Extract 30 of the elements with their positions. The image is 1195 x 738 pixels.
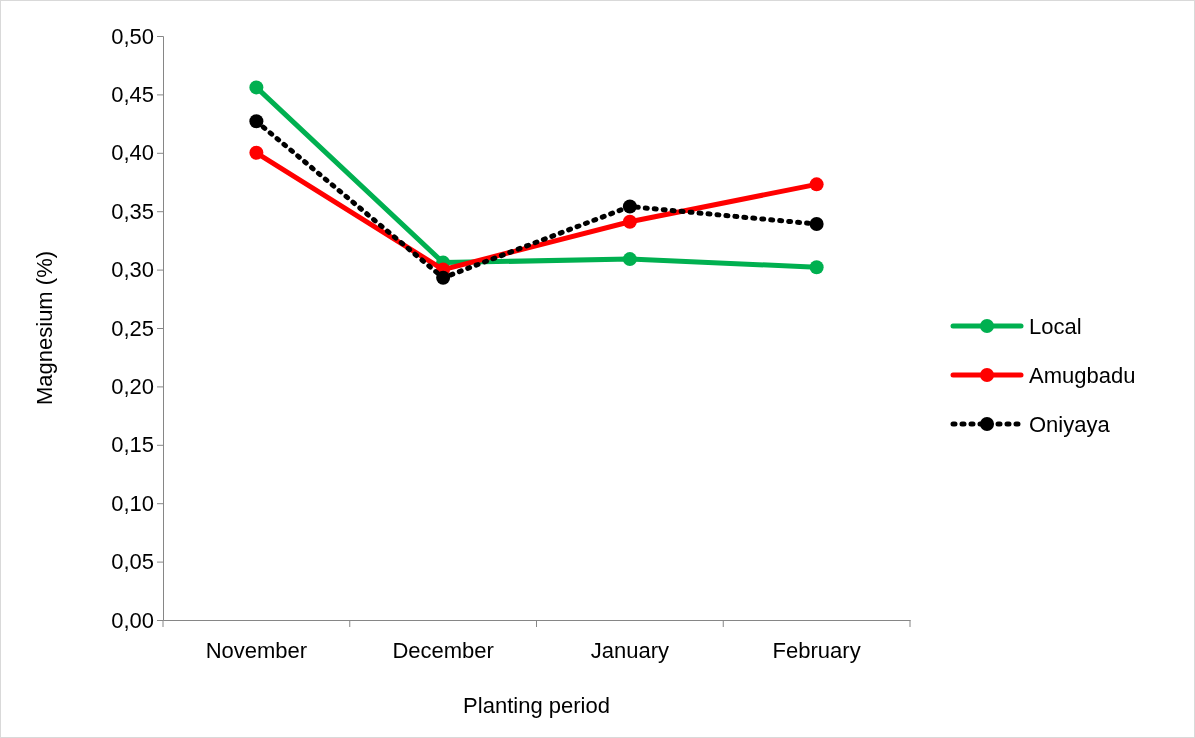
point	[622, 214, 637, 229]
y-tick-label: 0,50	[111, 23, 154, 49]
point	[249, 114, 264, 129]
y-tick-label: 0,10	[111, 490, 154, 516]
y-tick-label: 0,30	[111, 257, 154, 283]
y-tick-label: 0,45	[111, 81, 154, 107]
x-tick-label: December	[392, 637, 494, 663]
point	[809, 260, 824, 275]
point	[436, 270, 451, 285]
legend-label: Local	[1029, 314, 1082, 339]
y-axis-title: Magnesium (%)	[32, 250, 57, 406]
y-tick-label: 0,05	[111, 549, 154, 575]
x-tick-label: February	[772, 637, 861, 663]
point	[622, 252, 637, 267]
x-tick-label: January	[590, 637, 670, 663]
point	[809, 177, 824, 192]
y-tick-label: 0,00	[111, 607, 154, 633]
legend-label: Oniyaya	[1029, 412, 1111, 437]
legend-label: Amugbadu	[1029, 363, 1136, 388]
point	[249, 80, 264, 95]
point	[809, 217, 824, 232]
y-tick-label: 0,35	[111, 198, 154, 224]
y-tick-label: 0,20	[111, 373, 154, 399]
y-tick-label: 0,15	[111, 432, 154, 458]
y-tick-label: 0,25	[111, 315, 154, 341]
point	[249, 145, 264, 160]
x-axis-title: Planting period	[463, 693, 610, 718]
y-tick-label: 0,40	[111, 140, 154, 166]
point	[622, 199, 637, 214]
x-tick-label: November	[205, 637, 308, 663]
